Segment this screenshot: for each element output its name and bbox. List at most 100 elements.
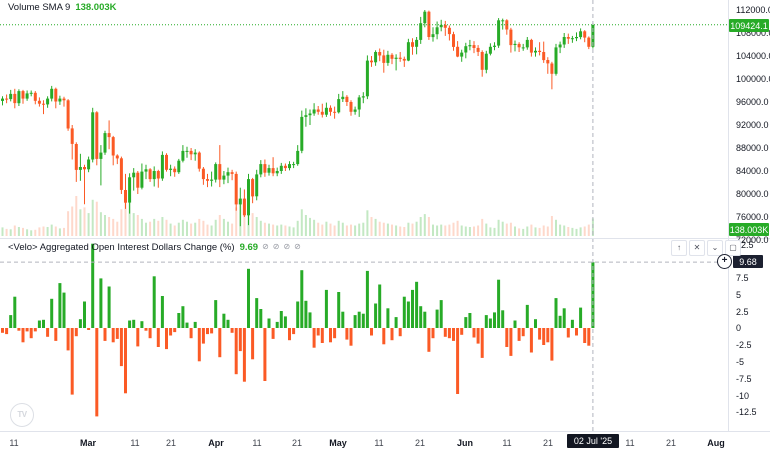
candle-body bbox=[214, 164, 218, 180]
volume-bar bbox=[350, 224, 352, 236]
candle-body bbox=[140, 171, 144, 188]
oi-change-bar bbox=[50, 298, 54, 328]
oi-change-bar bbox=[497, 279, 501, 328]
oi-change-bar bbox=[480, 328, 484, 358]
oi-change-bar bbox=[550, 328, 554, 361]
add-alert-plus-icon[interactable]: + bbox=[717, 254, 732, 269]
price-scale-label: 112000.0 bbox=[736, 5, 770, 15]
volume-bar bbox=[91, 199, 94, 236]
candle-body bbox=[247, 179, 250, 216]
candle-body bbox=[452, 34, 455, 47]
volume-bar bbox=[436, 225, 439, 236]
close-pane-button[interactable]: ✕ bbox=[689, 240, 705, 256]
indicator-action-icons: ⊘ ⊘ ⊘ ⊘ bbox=[258, 242, 301, 253]
time-tick-label: 11 bbox=[374, 438, 384, 448]
tradingview-logo[interactable]: TV bbox=[10, 403, 34, 427]
oi-change-bar bbox=[9, 315, 13, 328]
candle-body bbox=[333, 111, 337, 113]
collapse-pane-button[interactable]: ⌄ bbox=[707, 240, 723, 256]
oi-change-bar bbox=[575, 328, 578, 336]
hide-indicator-icon[interactable]: ⊘ bbox=[262, 242, 269, 251]
oi-change-bar bbox=[66, 328, 70, 351]
maximize-pane-button[interactable]: ▢ bbox=[725, 240, 741, 256]
candle-body bbox=[513, 43, 517, 45]
candle-body bbox=[222, 175, 226, 180]
volume-bar bbox=[374, 218, 377, 236]
volume-sma-badge: 138.003K bbox=[729, 223, 769, 236]
oi-change-bar bbox=[189, 328, 193, 339]
candle-body bbox=[95, 112, 99, 159]
oi-change-bar bbox=[374, 303, 378, 328]
oi-change-bar bbox=[271, 328, 275, 339]
time-tick-label: 11 bbox=[252, 438, 262, 448]
oi-change-bar bbox=[136, 328, 140, 347]
candle-body bbox=[70, 128, 74, 144]
volume-bar bbox=[63, 227, 65, 236]
time-tick-label: May bbox=[329, 438, 347, 448]
oi-change-bar bbox=[312, 328, 316, 348]
oi-change-bar bbox=[275, 321, 279, 328]
volume-bar bbox=[255, 217, 258, 236]
volume-bar bbox=[563, 225, 566, 236]
price-scale-label: 76000.0 bbox=[736, 212, 769, 222]
volume-bar bbox=[481, 218, 484, 236]
indicator-scale-label: 2.5 bbox=[736, 307, 749, 317]
oi-change-bar bbox=[255, 298, 259, 328]
volume-bar bbox=[587, 224, 590, 236]
volume-bar bbox=[75, 196, 78, 236]
volume-bar bbox=[288, 226, 291, 236]
volume-bar bbox=[317, 222, 320, 236]
oi-change-bar bbox=[21, 328, 25, 343]
candle-body bbox=[542, 52, 546, 61]
time-tick-label: Apr bbox=[208, 438, 224, 448]
candle-body bbox=[562, 37, 566, 45]
oi-change-bar bbox=[124, 328, 127, 394]
volume-bar bbox=[415, 221, 418, 236]
indicator-legend[interactable]: <Velo> Aggregated Open Interest Dollars … bbox=[8, 242, 301, 253]
last-price-badge: 109424.1 bbox=[729, 19, 769, 32]
volume-bar bbox=[427, 217, 430, 236]
volume-bar bbox=[42, 226, 45, 236]
oi-change-bar bbox=[505, 328, 509, 347]
volume-bar bbox=[210, 225, 213, 236]
candle-body bbox=[230, 172, 234, 174]
delete-indicator-icon[interactable]: ⊘ bbox=[283, 242, 291, 251]
oi-change-bar bbox=[365, 270, 369, 328]
oi-change-bar bbox=[152, 276, 156, 328]
volume-bar bbox=[38, 227, 41, 236]
indicator-scale-label: -10 bbox=[736, 391, 750, 401]
volume-bar bbox=[71, 206, 74, 236]
candle-body bbox=[263, 164, 267, 173]
candle-body bbox=[83, 167, 86, 170]
volume-bar bbox=[407, 222, 410, 236]
oi-change-bar bbox=[517, 328, 521, 341]
volume-bar bbox=[214, 219, 217, 236]
candle-body bbox=[324, 107, 328, 115]
volume-bar bbox=[46, 227, 49, 236]
indicator-scale-label: 0 bbox=[736, 323, 742, 333]
volume-bar bbox=[149, 221, 152, 236]
oi-change-bar bbox=[201, 328, 205, 344]
volume-bar bbox=[456, 220, 459, 236]
candle-body bbox=[25, 93, 29, 99]
indicator-more-icon[interactable]: ⊘ bbox=[294, 242, 301, 251]
indicator-settings-icon[interactable]: ⊘ bbox=[272, 242, 280, 251]
oi-change-bar bbox=[29, 328, 33, 339]
oi-change-bar bbox=[111, 328, 115, 343]
volume-bar bbox=[243, 202, 246, 236]
oi-change-bar bbox=[570, 319, 574, 328]
price-scale-label: 92000.0 bbox=[736, 120, 769, 130]
volume-bar bbox=[300, 209, 303, 236]
volume-bar bbox=[399, 226, 402, 236]
candle-body bbox=[111, 137, 115, 156]
candle-body bbox=[386, 54, 390, 63]
volume-legend[interactable]: Volume SMA 9 138.003K bbox=[8, 2, 117, 13]
volume-bar bbox=[518, 228, 521, 236]
move-pane-up-button[interactable]: ↑ bbox=[671, 240, 687, 256]
candle-body bbox=[320, 111, 324, 115]
candle-body bbox=[554, 47, 558, 74]
volume-bar bbox=[263, 222, 266, 236]
oi-change-bar bbox=[308, 312, 312, 328]
volume-bar bbox=[165, 219, 168, 236]
